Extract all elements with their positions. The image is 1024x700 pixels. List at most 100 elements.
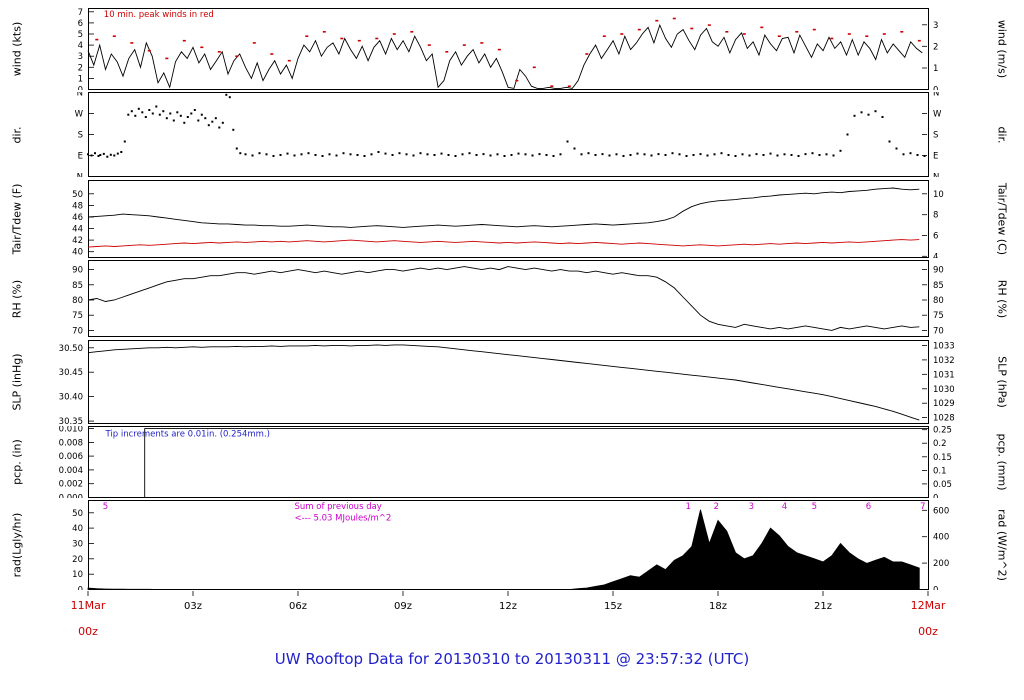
- svg-text:2: 2: [714, 502, 719, 512]
- svg-text:50: 50: [72, 509, 83, 519]
- svg-text:N: N: [77, 173, 83, 178]
- svg-text:75: 75: [72, 311, 83, 321]
- svg-text:50: 50: [72, 190, 83, 200]
- svg-text:0.006: 0.006: [59, 452, 83, 462]
- svg-text:Tip increments are 0.01in. (0.: Tip increments are 0.01in. (0.254mm.): [105, 429, 270, 439]
- svg-text:1: 1: [78, 74, 83, 84]
- svg-text:0.25: 0.25: [933, 426, 952, 436]
- chart-title: UW Rooftop Data for 20130310 to 20130311…: [274, 650, 750, 668]
- svg-text:0: 0: [933, 494, 938, 499]
- y-label-right-rh: RH (%): [995, 279, 1009, 318]
- svg-text:10: 10: [933, 190, 944, 200]
- svg-text:5: 5: [812, 502, 817, 512]
- svg-text:85: 85: [72, 281, 83, 291]
- svg-text:0.15: 0.15: [933, 453, 952, 463]
- svg-text:N: N: [933, 92, 939, 99]
- chart-panels: 01234567012310 min. peak winds in redwin…: [10, 8, 1009, 591]
- svg-text:15z: 15z: [604, 601, 622, 612]
- y-label-left-dir: dir.: [10, 125, 24, 144]
- svg-text:0.004: 0.004: [59, 466, 83, 476]
- svg-text:18z: 18z: [709, 601, 727, 612]
- svg-text:30.45: 30.45: [59, 368, 83, 378]
- svg-text:10 min. peak winds in red: 10 min. peak winds in red: [104, 10, 214, 20]
- svg-text:Sum of previous day: Sum of previous day: [295, 502, 382, 512]
- svg-text:6: 6: [866, 502, 871, 512]
- svg-text:0.05: 0.05: [933, 480, 952, 490]
- svg-text:0: 0: [933, 86, 938, 91]
- svg-text:1030: 1030: [933, 385, 955, 395]
- svg-text:30.40: 30.40: [59, 393, 83, 403]
- svg-text:40: 40: [72, 524, 83, 534]
- svg-text:1031: 1031: [933, 370, 955, 380]
- svg-text:3: 3: [749, 502, 754, 512]
- svg-text:00z: 00z: [918, 625, 938, 638]
- svg-text:09z: 09z: [394, 601, 412, 612]
- svg-text:42: 42: [72, 236, 83, 246]
- svg-text:4: 4: [78, 41, 83, 51]
- svg-text:1: 1: [685, 502, 690, 512]
- svg-text:<--- 5.03 MJoules/m^2: <--- 5.03 MJoules/m^2: [295, 513, 392, 523]
- svg-text:70: 70: [933, 326, 944, 336]
- svg-text:06z: 06z: [289, 601, 307, 612]
- y-label-left-rh: RH (%): [10, 279, 24, 318]
- svg-text:90: 90: [933, 266, 944, 276]
- svg-text:5: 5: [78, 30, 83, 40]
- y-label-right-wind: wind (m/s): [995, 19, 1009, 79]
- svg-text:0.010: 0.010: [59, 426, 83, 435]
- svg-text:00z: 00z: [78, 625, 98, 638]
- x-axis: 03z 06z 09z 12z 15z 18z 21z 11Mar 00z 12Mar 00z: [0, 591, 1024, 643]
- time-axis: 03z 06z 09z 12z 15z 18z 21z 11Mar 00z 12Mar 00z: [71, 591, 946, 638]
- svg-text:0.000: 0.000: [59, 494, 83, 499]
- svg-text:10: 10: [72, 570, 83, 580]
- svg-text:40: 40: [72, 248, 83, 258]
- panel-rad: 0 10 20 30 40 50 0 200 400 600 5 1 2 3 4 5 6 7 Sum of prev…: [72, 500, 949, 591]
- y-label-left-temp: Tair/Tdew (F): [10, 183, 24, 255]
- svg-text:3: 3: [78, 52, 83, 62]
- svg-text:7: 7: [78, 8, 83, 18]
- svg-text:48: 48: [72, 201, 83, 211]
- svg-text:46: 46: [72, 213, 83, 223]
- svg-text:0.1: 0.1: [933, 466, 947, 476]
- svg-text:30: 30: [72, 540, 83, 550]
- svg-text:8: 8: [933, 211, 938, 221]
- svg-text:12Mar: 12Mar: [911, 599, 946, 612]
- svg-text:W: W: [933, 110, 942, 120]
- svg-text:N: N: [77, 92, 83, 99]
- svg-text:N: N: [933, 173, 939, 178]
- y-label-left-slp: SLP (inHg): [10, 353, 24, 411]
- svg-text:1033: 1033: [933, 342, 955, 352]
- svg-text:12z: 12z: [499, 601, 517, 612]
- panel-wind: 01234567012310 min. peak winds in red: [78, 8, 938, 91]
- panel-dir: N E S W N N E S W N: [75, 92, 942, 178]
- svg-text:11Mar: 11Mar: [71, 599, 106, 612]
- svg-text:75: 75: [933, 311, 944, 321]
- svg-text:S: S: [78, 131, 83, 141]
- svg-text:20: 20: [72, 555, 83, 565]
- panel-slp: 30.35 30.40 30.45 30.50 1028 1029 1030 1031 1032…: [59, 340, 955, 424]
- svg-text:0: 0: [78, 86, 83, 91]
- svg-text:S: S: [933, 131, 938, 141]
- panel-rh: 70 75 80 85 90 70 75 80 85 90: [72, 260, 944, 337]
- y-label-left-rad: rad(Lgly/hr): [10, 512, 24, 578]
- svg-text:03z: 03z: [184, 601, 202, 612]
- svg-text:2: 2: [933, 42, 938, 52]
- svg-text:0.2: 0.2: [933, 439, 947, 449]
- svg-text:0: 0: [933, 586, 938, 591]
- svg-text:70: 70: [72, 326, 83, 336]
- svg-text:1029: 1029: [933, 399, 955, 409]
- svg-text:400: 400: [933, 533, 949, 543]
- svg-text:30.35: 30.35: [59, 417, 83, 424]
- svg-text:90: 90: [72, 266, 83, 276]
- svg-text:6: 6: [78, 19, 83, 29]
- y-label-left-pcp: pcp. (in): [10, 439, 24, 485]
- svg-text:3: 3: [933, 21, 938, 31]
- y-label-right-rad: rad (W/m^2): [995, 509, 1009, 581]
- svg-text:85: 85: [933, 281, 944, 291]
- svg-text:E: E: [933, 152, 938, 162]
- svg-text:4: 4: [782, 502, 787, 512]
- panel-pcp: 0.000 0.002 0.004 0.006 0.008 0.010 0 0.05 0.1 0.…: [59, 426, 952, 499]
- svg-text:6: 6: [933, 232, 938, 242]
- y-label-right-pcp: pcp. (mm): [995, 433, 1009, 491]
- svg-text:44: 44: [72, 225, 83, 235]
